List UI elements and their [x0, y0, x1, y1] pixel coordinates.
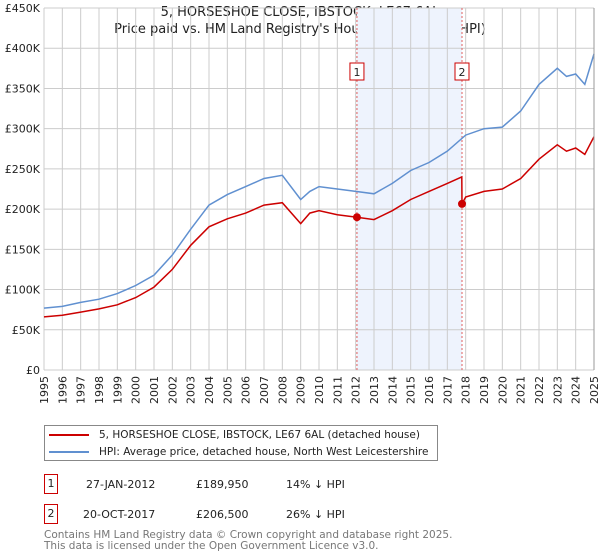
- sale-point: [458, 199, 466, 208]
- sale-point: [352, 213, 361, 222]
- x-tick-label: 2019: [478, 376, 491, 404]
- x-tick-label: 2024: [570, 376, 583, 404]
- y-tick-label: £250K: [5, 163, 41, 176]
- x-tick-label: 2021: [515, 376, 528, 404]
- y-tick-label: £300K: [5, 123, 41, 136]
- x-tick-label: 1999: [111, 376, 124, 404]
- x-tick-label: 2014: [386, 376, 399, 404]
- x-tick-label: 2023: [551, 376, 564, 404]
- x-tick-label: 2007: [258, 376, 271, 404]
- footer: Contains HM Land Registry data © Crown c…: [44, 530, 452, 552]
- transaction-date: 20-OCT-2017: [83, 507, 156, 521]
- y-tick-label: £450K: [5, 2, 41, 15]
- legend-red-line: [49, 433, 89, 436]
- annotation-box: [454, 62, 470, 81]
- transaction-date: 27-JAN-2012: [86, 477, 156, 491]
- x-tick-label: 2010: [313, 376, 326, 404]
- x-tick-label: 2005: [221, 376, 234, 404]
- y-tick-label: £200K: [5, 203, 41, 216]
- transaction-row: 2 20-OCT-2017 £206,500 26% ↓ HPI: [44, 504, 345, 524]
- y-tick-label: £350K: [5, 82, 41, 95]
- x-tick-label: 2006: [240, 376, 253, 404]
- x-tick-label: 1998: [93, 376, 106, 404]
- transaction-row: 1 27-JAN-2012 £189,950 14% ↓ HPI: [44, 474, 345, 494]
- x-tick-label: 1997: [75, 376, 88, 404]
- y-tick-label: £0: [26, 364, 40, 377]
- x-tick-label: 2004: [203, 376, 216, 404]
- x-tick-label: 2025: [588, 376, 600, 404]
- x-tick-label: 2017: [441, 376, 454, 404]
- x-tick-label: 2009: [295, 376, 308, 404]
- x-tick-label: 2022: [533, 376, 546, 404]
- price-paid-line: [43, 136, 595, 318]
- transaction-badge: 1: [44, 474, 58, 494]
- transaction-diff: 14% ↓ HPI: [286, 477, 345, 491]
- x-tick-label: 2015: [405, 376, 418, 404]
- footer-line: Contains HM Land Registry data © Crown c…: [44, 529, 453, 541]
- x-tick-label: 2008: [276, 376, 289, 404]
- x-tick-label: 2011: [331, 376, 344, 404]
- legend-red-label: 5, HORSESHOE CLOSE, IBSTOCK, LE67 6AL (d…: [99, 428, 420, 441]
- x-tick-label: 2016: [423, 376, 436, 404]
- y-tick-label: £50K: [12, 324, 41, 337]
- x-tick-label: 1995: [38, 376, 51, 404]
- footer-line: This data is licensed under the Open Gov…: [44, 540, 379, 552]
- x-tick-label: 2012: [350, 376, 363, 404]
- x-tick-label: 2000: [130, 376, 143, 404]
- transaction-badge: 2: [44, 504, 58, 524]
- transaction-diff: 26% ↓ HPI: [286, 507, 345, 521]
- legend: 5, HORSESHOE CLOSE, IBSTOCK, LE67 6AL (d…: [44, 425, 438, 461]
- x-tick-label: 2003: [185, 376, 198, 404]
- x-tick-label: 1996: [56, 376, 69, 404]
- y-tick-label: £400K: [5, 42, 41, 55]
- annotation-label: 1: [353, 66, 360, 79]
- price-chart: 1995 1996 1997 1998 1999 2000 2001 2002 2003 2004…: [5, 2, 600, 404]
- shaded-period: [356, 8, 462, 370]
- y-tick-label: £150K: [5, 243, 41, 256]
- x-tick-label: 2001: [148, 376, 161, 404]
- x-tick-label: 2002: [166, 376, 179, 404]
- y-tick-label: £100K: [5, 284, 41, 297]
- x-tick-label: 2020: [496, 376, 509, 404]
- annotation-label: 2: [459, 66, 466, 79]
- x-tick-label: 2018: [460, 376, 473, 404]
- legend-blue-label: HPI: Average price, detached house, Nort…: [99, 445, 429, 458]
- x-tick-label: 2013: [368, 376, 381, 404]
- annotation-box: [349, 62, 365, 81]
- transaction-price: £206,500: [196, 507, 249, 521]
- hpi-line: [43, 53, 595, 309]
- legend-blue-line: [49, 450, 89, 453]
- transaction-price: £189,950: [196, 477, 249, 491]
